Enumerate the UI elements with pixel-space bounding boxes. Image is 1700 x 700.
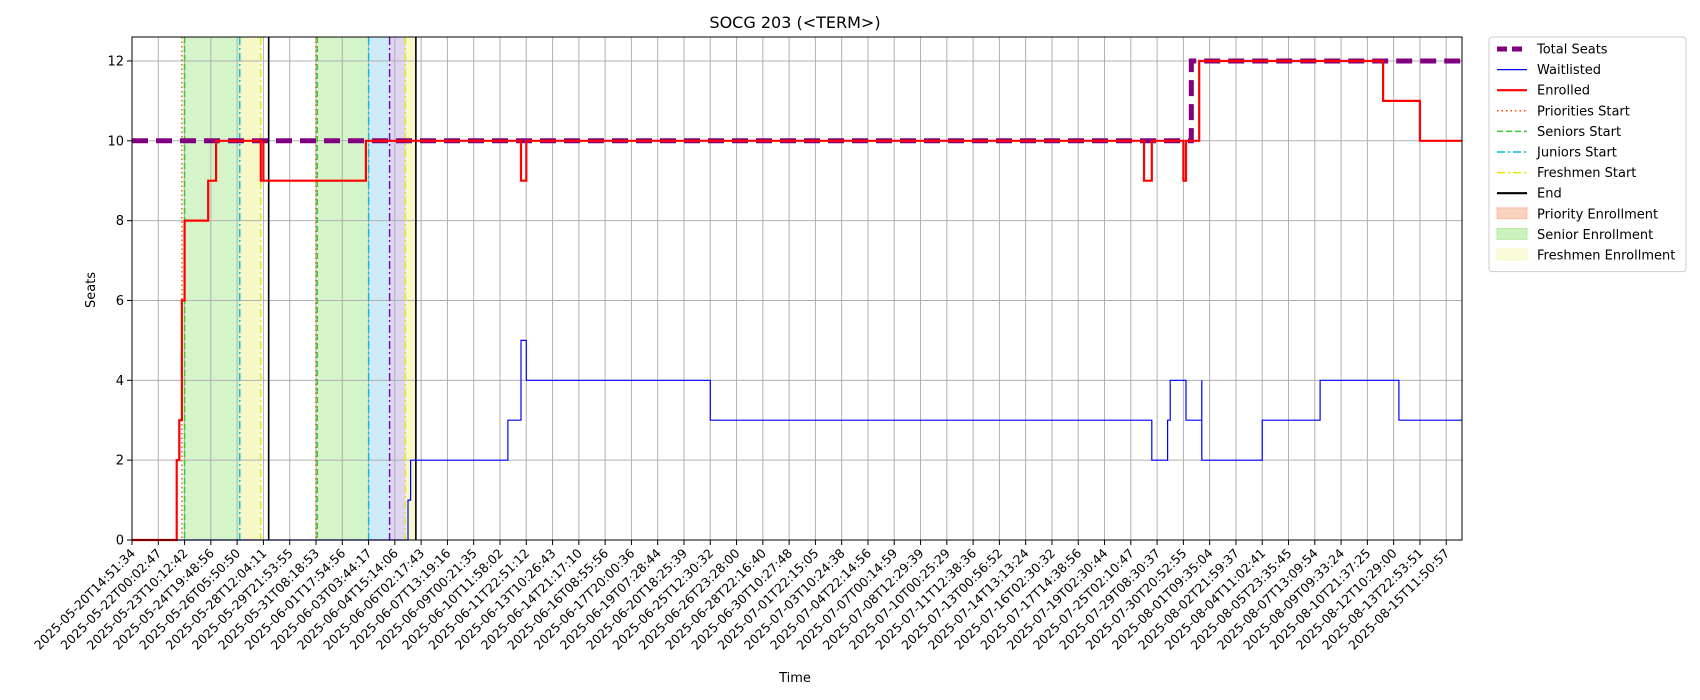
span-band — [368, 37, 390, 540]
enrollment-spans — [183, 37, 416, 540]
span-freshmen-enrollment — [405, 37, 416, 540]
span-band — [389, 37, 406, 540]
series-enrolled — [132, 59, 1462, 542]
series-waitlisted — [132, 339, 1462, 541]
y-tick-label: 10 — [107, 134, 124, 149]
legend-label: Priority Enrollment — [1537, 207, 1658, 222]
legend-label: Waitlisted — [1537, 63, 1601, 78]
legend-swatch — [1496, 227, 1528, 240]
y-axis-label: Seats — [84, 272, 99, 308]
data-series — [132, 58, 1462, 542]
y-tick-label: 6 — [116, 294, 124, 309]
y-tick-label: 2 — [116, 454, 124, 469]
legend-box — [1488, 36, 1687, 273]
legend-label: Seniors Start — [1537, 125, 1621, 140]
plot-frame — [131, 36, 1463, 541]
span-freshmen-enrollment — [239, 37, 261, 540]
legend-label: Freshmen Enrollment — [1537, 249, 1675, 264]
legend-label: Freshmen Start — [1537, 166, 1636, 181]
y-tick-label: 8 — [116, 214, 124, 229]
event-lines — [181, 37, 417, 540]
legend-label: Juniors Start — [1536, 146, 1617, 161]
x-axis-label: Time — [778, 671, 811, 686]
legend-swatch — [1496, 248, 1528, 261]
x-axis-ticks: 2025-05-20T14:51:342025-05-22T00:02:4720… — [31, 540, 1452, 653]
legend-label: Enrolled — [1537, 84, 1590, 99]
y-axis-ticks: 0 2 4 6 8 10 12 — [107, 54, 132, 549]
y-tick-label: 0 — [116, 534, 124, 549]
legend-label: Total Seats — [1536, 43, 1608, 58]
y-tick-label: 12 — [107, 54, 124, 69]
legend-label: Priorities Start — [1537, 104, 1630, 119]
legend: Total Seats Waitlisted Enrolled Priorities … — [1488, 36, 1687, 273]
span-senior-enrollment — [183, 37, 240, 540]
chart-title: SOCG 203 (<TERM>) — [709, 13, 880, 32]
legend-label: Senior Enrollment — [1537, 228, 1653, 243]
y-tick-label: 4 — [116, 374, 124, 389]
legend-label: End — [1537, 187, 1562, 202]
legend-swatch — [1496, 207, 1528, 220]
